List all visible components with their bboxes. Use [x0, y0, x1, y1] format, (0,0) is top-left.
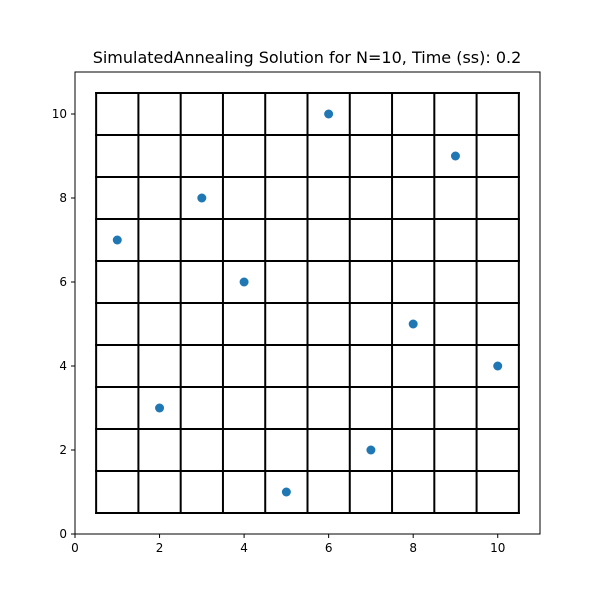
x-tick-label: 4	[240, 541, 248, 555]
y-tick-label: 6	[59, 275, 67, 289]
y-tick-label: 0	[59, 527, 67, 541]
x-axis: 0 2 4 6 8 10	[71, 534, 505, 555]
x-tick-label: 2	[156, 541, 164, 555]
y-tick-label: 8	[59, 191, 67, 205]
data-point	[324, 109, 334, 119]
plot-frame	[74, 71, 541, 535]
chart-title: SimulatedAnnealing Solution for N=10, Ti…	[93, 48, 522, 67]
x-tick-label: 10	[490, 541, 505, 555]
data-point	[155, 403, 165, 413]
y-axis: 0 2 4 6 8 10	[52, 107, 75, 541]
y-tick-label: 2	[59, 443, 67, 457]
x-tick-label: 6	[325, 541, 333, 555]
data-point	[197, 193, 207, 203]
y-tick-label: 4	[59, 359, 67, 373]
data-point	[493, 361, 503, 371]
data-point	[450, 151, 460, 161]
x-tick-label: 0	[71, 541, 79, 555]
y-tick-label: 10	[52, 107, 67, 121]
board-grid	[95, 92, 520, 514]
data-point	[281, 487, 291, 497]
data-point	[366, 445, 376, 455]
data-point	[408, 319, 418, 329]
points-layer	[112, 109, 503, 497]
data-point	[112, 235, 122, 245]
data-point	[239, 277, 249, 287]
x-tick-label: 8	[409, 541, 417, 555]
